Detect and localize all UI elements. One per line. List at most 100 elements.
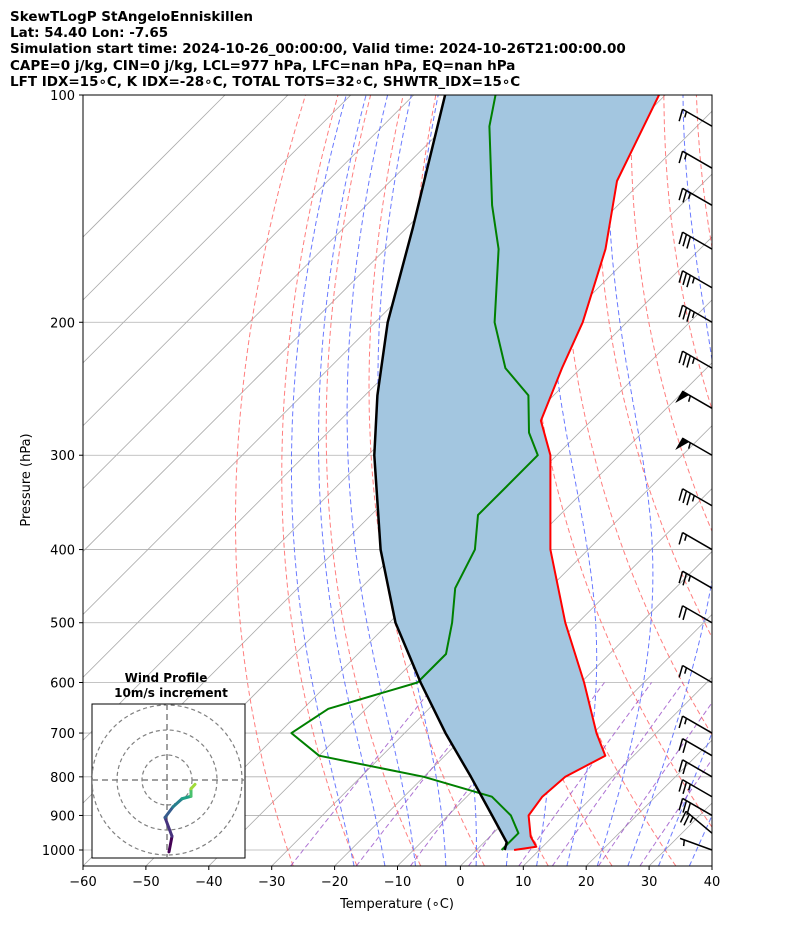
barb-half-flag [687, 784, 692, 791]
header-times: Simulation start time: 2024-10-26_00:00:… [10, 41, 626, 57]
barb-staff [682, 797, 713, 817]
barb-flag [678, 570, 684, 584]
wind-barb [678, 270, 713, 289]
barb-staff [682, 270, 713, 289]
x-axis-ticks: −60 −50 −40 −30 −20 −10 0 10 20 30 40 [69, 866, 720, 890]
barb-flag [682, 781, 688, 795]
isotherm-line [83, 95, 540, 553]
moist-adiabat-line [318, 95, 386, 866]
barb-half-flag [682, 839, 686, 847]
y-tick-label: 700 [50, 727, 75, 742]
barb-flag [678, 738, 684, 751]
barb-half-flag [687, 442, 692, 449]
barb-flag [678, 532, 684, 545]
moist-adiabat-line [720, 95, 794, 866]
x-tick-label: −60 [69, 875, 96, 890]
barb-flag [682, 234, 688, 247]
wind-barb [675, 437, 713, 456]
mixing-ratio-line [639, 758, 712, 866]
y-tick-label: 600 [50, 677, 75, 692]
header-title: SkewTLogP StAngeloEnniskillen [10, 9, 253, 25]
barb-half-flag [687, 395, 692, 402]
moist-adiabat-line [596, 95, 654, 866]
x-tick-label: 0 [456, 875, 464, 890]
barb-pennant [675, 390, 690, 404]
header-indices-2: LFT IDX=15∘C, K IDX=-28∘C, TOTAL TOTS=32… [10, 74, 521, 90]
wind-barb [678, 531, 713, 551]
x-tick-label: −20 [321, 875, 348, 890]
x-tick-label: −30 [258, 875, 285, 890]
dry-adiabat-line [695, 95, 712, 251]
barb-flag [678, 231, 684, 245]
dry-adiabat-line [368, 95, 485, 866]
barb-staff [685, 810, 713, 834]
mixing-ratio-line [355, 682, 500, 866]
barb-flag [682, 607, 688, 621]
mixing-ratio-line [518, 682, 653, 866]
dry-adiabat-line [762, 95, 794, 866]
mixing-ratio-line [551, 682, 684, 866]
barb-staff [682, 304, 713, 323]
moist-adiabat-line [545, 95, 598, 866]
wind-barb [678, 304, 713, 323]
dewpoint-line [290, 95, 539, 851]
barb-flag [686, 275, 692, 288]
barb-flag [682, 272, 688, 286]
barb-flag [678, 109, 684, 122]
header-location: Lat: 54.40 Lon: -7.65 [10, 25, 169, 41]
barb-staff [682, 488, 713, 507]
cape-cin-shading [374, 95, 659, 850]
barb-staff [682, 531, 713, 551]
wind-barb [678, 797, 713, 817]
y-tick-label: 800 [50, 771, 75, 786]
y-axis-label: Pressure (hPa) [19, 433, 34, 526]
wind-barb [678, 738, 713, 757]
dry-adiabat-line [729, 95, 794, 866]
barb-half-flag [684, 667, 688, 674]
barb-flag [678, 605, 684, 618]
barb-flag [678, 488, 684, 501]
barb-flag [682, 761, 688, 775]
isotherm-line [83, 95, 352, 364]
barb-half-flag [691, 357, 695, 365]
isotherm-line [208, 362, 712, 866]
y-tick-label: 200 [50, 316, 75, 331]
barb-flag [682, 353, 688, 366]
inset-title: Wind Profile [125, 671, 208, 685]
wind-barb [678, 187, 713, 206]
barb-flag [678, 150, 684, 164]
barb-half-flag [684, 153, 688, 160]
wind-barb [678, 605, 713, 624]
isotherm-line [83, 95, 289, 301]
barb-staff [682, 715, 713, 734]
barb-staff [682, 664, 713, 684]
x-tick-label: −40 [195, 875, 222, 890]
barb-staff [682, 108, 713, 127]
y-tick-label: 300 [50, 449, 75, 464]
isotherm-line [83, 95, 226, 238]
barb-pennant [675, 437, 690, 450]
wind-barb [678, 231, 713, 250]
hodograph-inset: Wind Profile 10m/s increment [91, 671, 246, 859]
inset-frame [91, 703, 246, 859]
barb-staff [682, 605, 713, 624]
barb-staff [682, 570, 713, 589]
barb-flag [686, 355, 692, 368]
barb-flag [686, 236, 692, 249]
isotherm-line [711, 865, 712, 866]
moist-adiabat-line [627, 95, 712, 866]
dry-adiabat-line [561, 95, 712, 736]
isotherm-line [523, 676, 712, 866]
wind-barb [678, 759, 713, 778]
barb-flag [686, 309, 692, 322]
profile-lines [290, 95, 660, 851]
moist-adiabat-line [291, 95, 355, 866]
barb-staff [682, 231, 713, 250]
barb-staff [682, 187, 713, 206]
barb-half-flag [691, 277, 695, 284]
barb-flag [678, 759, 684, 772]
hodograph-segment [180, 794, 193, 801]
x-tick-label: 40 [704, 875, 721, 890]
barb-half-flag [687, 192, 692, 199]
